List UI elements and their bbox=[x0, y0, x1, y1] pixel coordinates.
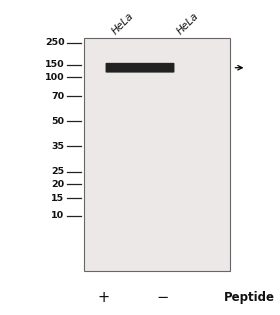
FancyBboxPatch shape bbox=[106, 63, 174, 72]
Text: HeLa: HeLa bbox=[111, 11, 136, 36]
Text: +: + bbox=[97, 290, 110, 305]
Text: Peptide: Peptide bbox=[223, 291, 274, 304]
Text: 250: 250 bbox=[45, 38, 64, 47]
Text: 50: 50 bbox=[52, 117, 64, 126]
Text: 20: 20 bbox=[51, 180, 64, 189]
Text: −: − bbox=[156, 290, 169, 305]
Text: 150: 150 bbox=[45, 60, 64, 69]
Text: 15: 15 bbox=[51, 194, 64, 203]
Text: HeLa: HeLa bbox=[175, 11, 200, 36]
Bar bbox=[84, 38, 230, 271]
Text: 100: 100 bbox=[45, 73, 64, 82]
Text: 25: 25 bbox=[51, 167, 64, 176]
Text: 70: 70 bbox=[51, 92, 64, 100]
Text: 10: 10 bbox=[51, 211, 64, 220]
Text: 35: 35 bbox=[52, 142, 64, 151]
